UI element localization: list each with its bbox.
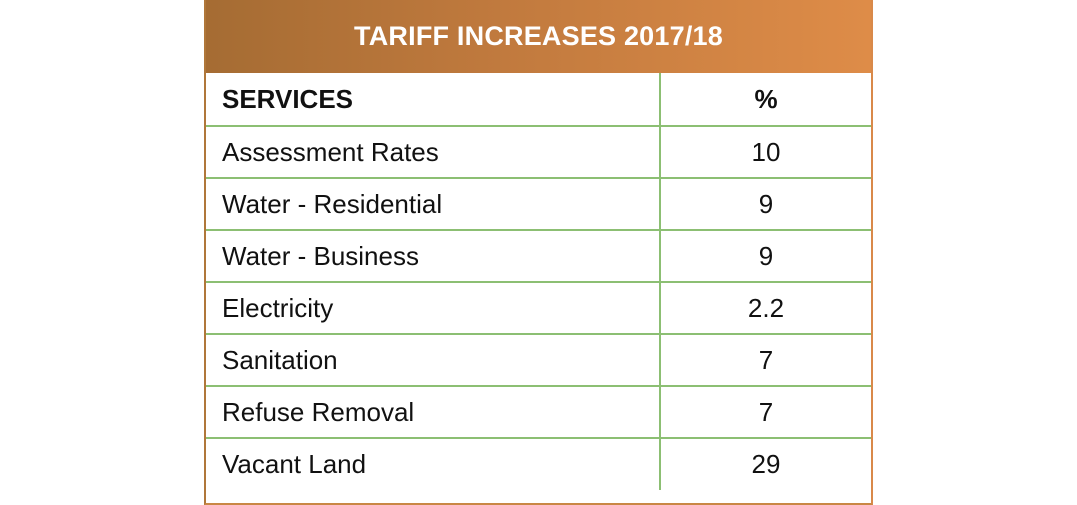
- service-cell: Vacant Land: [206, 437, 660, 490]
- column-header-services: SERVICES: [222, 83, 354, 114]
- percent-cell: 2.2: [659, 281, 871, 334]
- table-row: Vacant Land 29: [206, 437, 871, 490]
- service-cell: Sanitation: [206, 333, 660, 386]
- table-row: Sanitation 7: [206, 333, 871, 386]
- service-cell: Assessment Rates: [206, 125, 660, 178]
- percent-cell: 10: [659, 125, 871, 178]
- table-row: Water - Residential 9: [206, 177, 871, 230]
- service-cell: Water - Residential: [206, 177, 660, 230]
- percent-cell: 29: [659, 437, 871, 490]
- service-cell: Refuse Removal: [206, 385, 660, 438]
- percent-cell: 9: [659, 229, 871, 282]
- table-row: Refuse Removal 7: [206, 385, 871, 438]
- percent-cell: 7: [659, 333, 871, 386]
- table-row: Assessment Rates 10: [206, 125, 871, 178]
- percent-cell: 7: [659, 385, 871, 438]
- tariff-table: TARIFF INCREASES 2017/18 SERVICES % Asse…: [204, 0, 873, 505]
- percent-cell: 9: [659, 177, 871, 230]
- table-title: TARIFF INCREASES 2017/18: [206, 0, 871, 73]
- service-cell: Electricity: [206, 281, 660, 334]
- table-row: Water - Business 9: [206, 229, 871, 282]
- column-header-percent: %: [659, 73, 871, 126]
- service-cell: Water - Business: [206, 229, 660, 282]
- table-row: Electricity 2.2: [206, 281, 871, 334]
- table-header-row: SERVICES %: [206, 73, 871, 126]
- tariff-grid: SERVICES % Assessment Rates 10 Water - R…: [206, 73, 871, 490]
